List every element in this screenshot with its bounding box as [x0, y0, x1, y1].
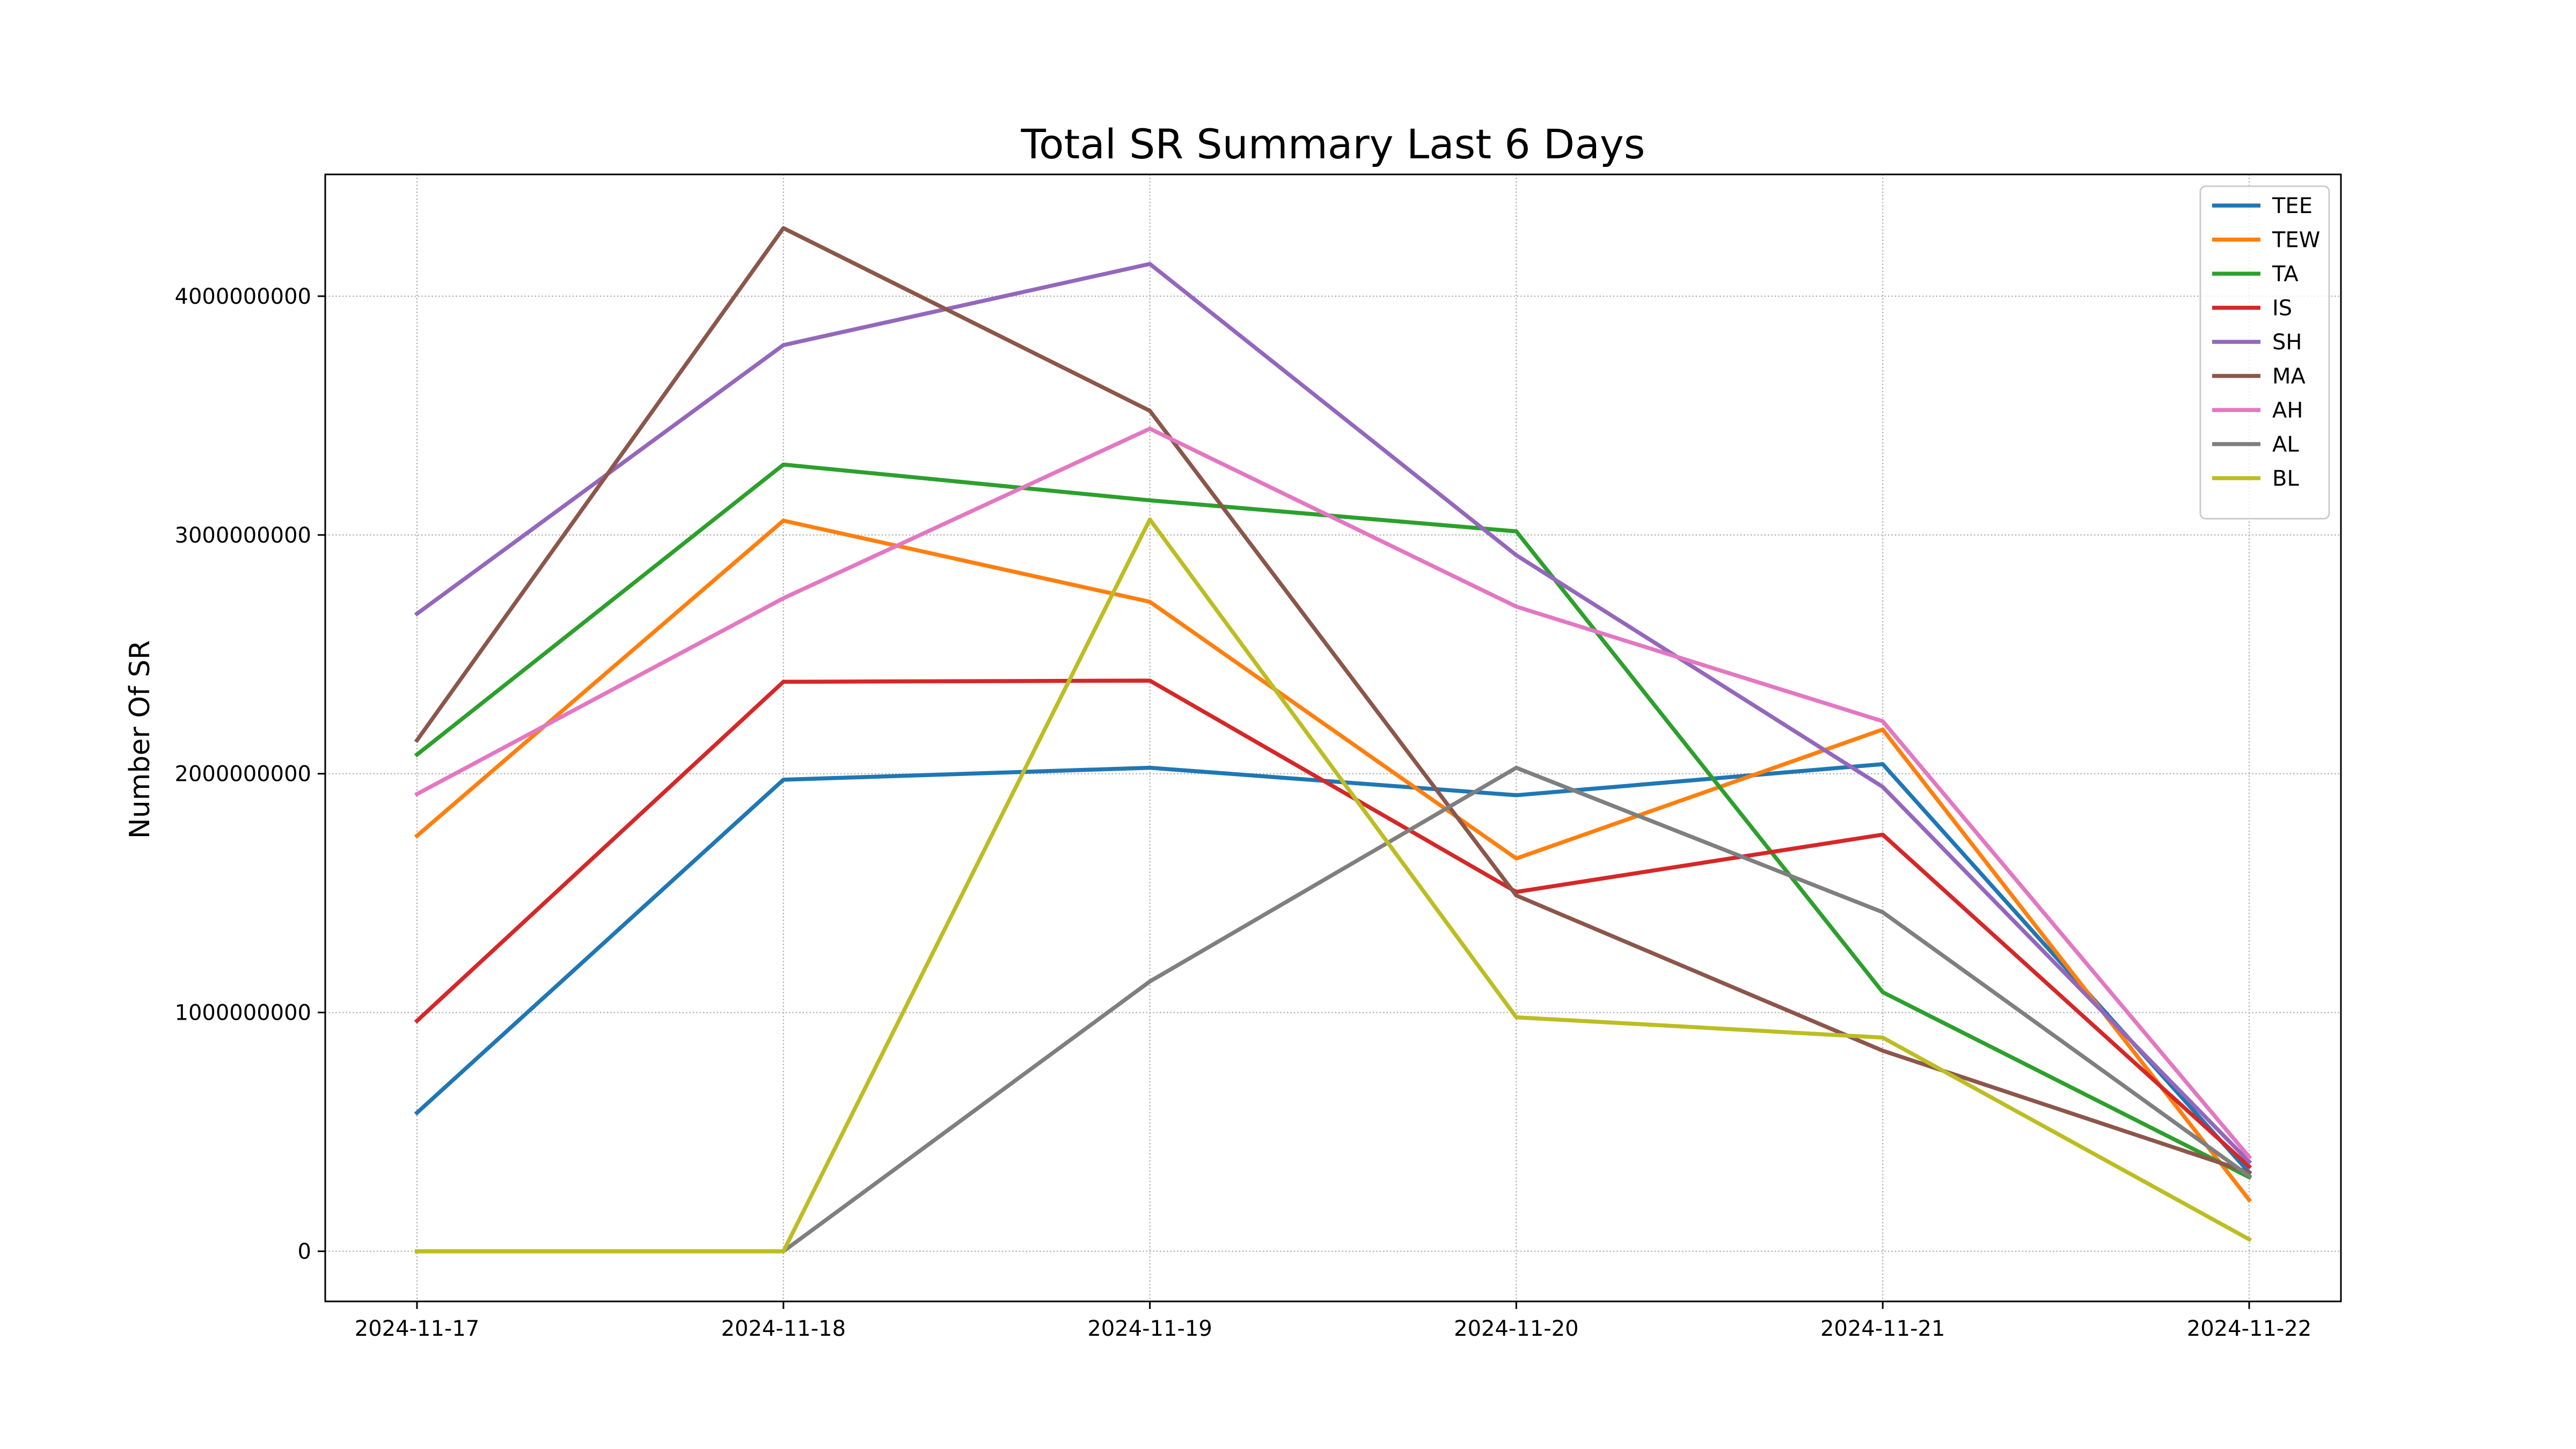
plot-area-frame	[324, 173, 2342, 1302]
series-line-al	[415, 765, 2252, 1254]
y-tick-label: 3000000000	[175, 523, 312, 548]
x-tick-label: 2024-11-22	[2187, 1316, 2311, 1341]
y-axis-label: Number Of SR	[124, 640, 156, 839]
x-tick-label: 2024-11-20	[1454, 1316, 1578, 1341]
y-tick-label: 4000000000	[175, 284, 312, 309]
legend-label-bl: BL	[2272, 466, 2299, 491]
legend-label-sh: SH	[2272, 330, 2302, 355]
y-tick-label: 2000000000	[175, 762, 312, 787]
chart-title: Total SR Summary Last 6 Days	[1021, 120, 1645, 168]
y-tick-label: 0	[298, 1240, 311, 1264]
x-tick-label: 2024-11-18	[721, 1316, 846, 1341]
legend-label-tee: TEE	[2272, 194, 2312, 218]
series-line-bl	[415, 517, 2252, 1254]
legend-label-ah: AH	[2272, 398, 2303, 423]
series-line-is	[414, 678, 2252, 1169]
axis-ticks: 2024-11-17 2024-11-18 2024-11-19 2024-11-20…	[175, 284, 2312, 1341]
series-line-tew	[414, 518, 2252, 1203]
series-line-ma	[414, 226, 2252, 1175]
y-tick-label: 1000000000	[175, 1001, 312, 1026]
x-tick-label: 2024-11-17	[355, 1316, 479, 1341]
series-line-ah	[414, 427, 2252, 1160]
series-lines	[414, 226, 2252, 1254]
legend-box	[2199, 185, 2330, 519]
x-tick-label: 2024-11-21	[1820, 1316, 1945, 1341]
legend-label-ta: TA	[2272, 262, 2299, 287]
series-line-sh	[414, 262, 2252, 1165]
x-tick-label: 2024-11-19	[1087, 1316, 1212, 1341]
legend-label-is: IS	[2272, 296, 2292, 321]
legend-label-ma: MA	[2272, 364, 2306, 389]
grid-lines	[325, 174, 2341, 1301]
series-line-ta	[414, 462, 2252, 1180]
series-line-tee	[414, 762, 2252, 1175]
legend: TEE TEW TA IS SH MA AH AL BL	[2199, 185, 2330, 519]
legend-label-al: AL	[2272, 433, 2299, 457]
legend-label-tew: TEW	[2272, 228, 2320, 253]
